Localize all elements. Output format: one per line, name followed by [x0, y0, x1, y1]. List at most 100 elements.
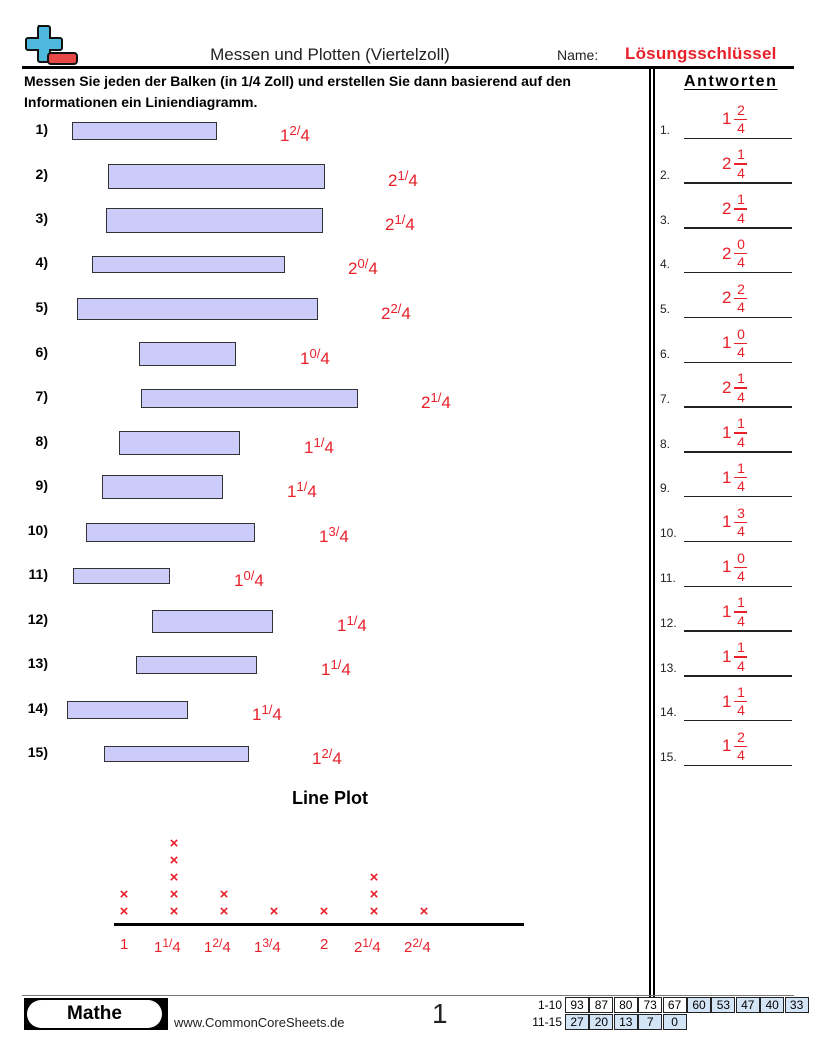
answer-number: 4. — [660, 257, 671, 272]
tick-fraction: 2/ — [412, 936, 423, 950]
answer-whole: 1 — [722, 109, 732, 129]
answer-whole: 1 — [722, 691, 732, 711]
score-cell: 80 — [613, 997, 638, 1013]
problem-answer: 20/4 — [348, 256, 378, 278]
tick-fraction: 3/ — [262, 936, 273, 950]
problem-answer: 10/4 — [300, 346, 330, 368]
answer-fraction: 1/ — [313, 435, 325, 450]
plot-tick-label: 11/4 — [154, 936, 181, 956]
answer-line — [684, 227, 792, 229]
problem-number: 14) — [27, 700, 48, 716]
problem-number: 6) — [35, 344, 48, 360]
fraction-numerator: 2 — [737, 280, 745, 297]
measure-bar — [86, 522, 255, 542]
answer-fraction: 1/ — [296, 479, 308, 494]
answer-number: 6. — [660, 347, 671, 361]
answer-whole: 2 — [722, 243, 732, 263]
answer-number: 1. — [660, 123, 671, 137]
answer-fraction: 0/ — [309, 346, 321, 361]
answer-number: 15. — [660, 750, 677, 765]
fraction-numerator: 3 — [737, 504, 745, 521]
fraction-denominator: 4 — [737, 523, 745, 540]
problem-answer: 13/4 — [319, 524, 349, 546]
fraction-bar — [734, 700, 748, 703]
problem-number: 11) — [28, 566, 48, 582]
answer-fraction: 0/ — [357, 256, 369, 271]
fraction-numerator: 2 — [737, 728, 745, 745]
problem-number: 2) — [35, 166, 48, 182]
answer-line — [684, 630, 792, 632]
problem-answer: 12/4 — [280, 123, 310, 145]
plot-marker-x: × — [269, 903, 279, 920]
problem-number: 4) — [35, 254, 48, 270]
logo — [24, 24, 80, 66]
fraction-denominator: 4 — [737, 702, 745, 719]
fraction-bar — [734, 521, 748, 524]
problem-answer: 22/4 — [381, 301, 411, 323]
score-cell: 33 — [784, 997, 809, 1013]
answer-row: 3. 2 1 4 — [660, 185, 792, 229]
measure-bar — [119, 431, 240, 455]
plot-marker-x: × — [169, 903, 179, 920]
problem-answer: 11/4 — [287, 479, 317, 501]
tick-fraction: 1/ — [362, 936, 373, 950]
score-cell: 27 — [565, 1014, 589, 1030]
measure-bar — [73, 568, 170, 584]
fraction-numerator: 1 — [737, 415, 745, 432]
answer-whole: 2 — [722, 288, 732, 308]
answer-row: 14. 1 1 4 — [660, 677, 792, 722]
answer-row: 4. 2 0 4 — [660, 229, 792, 274]
plot-marker-x: × — [419, 903, 429, 920]
fraction-bar — [734, 208, 748, 210]
tick-fraction: 1/ — [162, 936, 173, 950]
measure-bar — [72, 122, 217, 140]
plot-marker-x: × — [369, 903, 379, 920]
answer-key-heading: Antworten — [684, 73, 778, 90]
answer-line — [684, 137, 792, 139]
problem-answer: 12/4 — [312, 746, 342, 768]
fraction-bar — [734, 387, 748, 389]
fraction-numerator: 1 — [737, 146, 745, 163]
answer-fraction: 1/ — [261, 702, 273, 717]
page-title: Messen und Plotten (Viertelzoll) — [210, 45, 450, 64]
fraction-bar — [734, 252, 748, 255]
score-row-label: 1-10 — [537, 998, 562, 1012]
answer-row: 13. 1 1 4 — [660, 633, 792, 677]
plot-marker-x: × — [219, 903, 229, 920]
fraction-numerator: 1 — [737, 191, 745, 208]
fraction-denominator: 4 — [737, 344, 745, 360]
problem-answer: 21/4 — [388, 168, 418, 190]
fraction-bar — [734, 566, 748, 568]
measure-bar — [77, 298, 318, 320]
answer-fraction: 1/ — [346, 613, 358, 628]
fraction-denominator: 4 — [737, 120, 745, 136]
fraction-bar — [734, 656, 748, 658]
fraction-bar — [734, 432, 748, 434]
fraction-bar — [734, 476, 748, 479]
score-cell: 40 — [760, 997, 785, 1013]
plot-tick-label: 13/4 — [254, 936, 281, 956]
answer-row: 9. 1 1 4 — [660, 453, 792, 498]
plot-tick-label: 12/4 — [204, 936, 231, 956]
plot-tick-label: 2 — [320, 936, 329, 953]
problem-number: 12) — [27, 611, 48, 627]
website-link[interactable]: www.CommonCoreSheets.de — [174, 1015, 345, 1030]
fraction-denominator: 4 — [737, 433, 745, 450]
answer-line — [684, 764, 792, 767]
fraction-bar — [734, 163, 748, 165]
measure-bar — [108, 163, 325, 189]
score-cell: 13 — [613, 1014, 638, 1030]
fraction-bar — [734, 297, 748, 300]
answer-number: 7. — [660, 391, 671, 406]
plot-marker-x: × — [219, 886, 229, 903]
answer-fraction: 2/ — [390, 301, 402, 316]
fraction-denominator: 4 — [737, 209, 745, 226]
